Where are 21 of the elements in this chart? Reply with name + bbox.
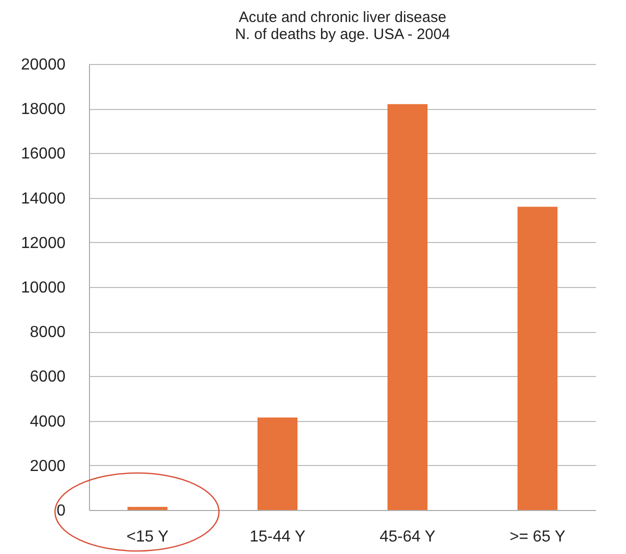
y-tick-label: 14000 [21,190,66,208]
text: N. of deaths by age. USA - 2004 [234,26,450,43]
y-tick-label: 18000 [21,101,66,118]
y-tick-label: 6000 [30,368,66,386]
y-tick-label: 4000 [30,413,66,430]
y-tick-label: 20000 [21,56,66,74]
x-tick-label: 15-44 Y [250,528,306,546]
text: Acute and chronic liver disease [238,9,446,26]
y-tick-label: 10000 [21,280,66,296]
y-tick-label: 8000 [30,324,66,342]
y-tick-label: 0 [56,502,66,520]
x-tick-label: >= 65 Y [510,528,566,546]
bar [518,206,558,510]
x-tick-label: <15 Y [126,528,169,546]
y-tick-label: 16000 [21,146,66,163]
y-tick-label: 12000 [21,234,66,252]
bar [258,417,298,510]
y-tick-label: 2000 [30,458,66,475]
bar [128,506,168,510]
x-tick-label: 45-64 Y [380,528,436,546]
bar [388,104,428,510]
